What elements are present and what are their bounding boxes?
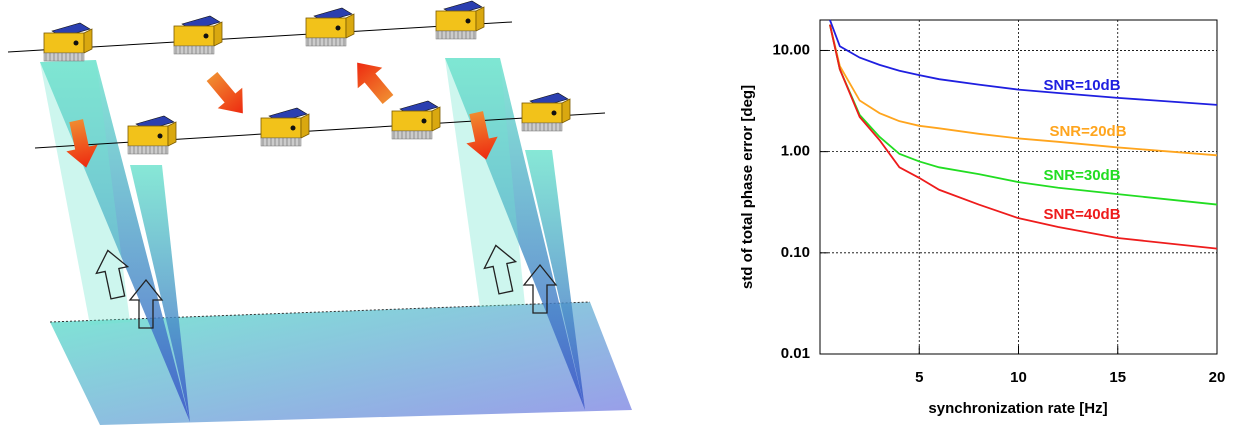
data-line: [830, 20, 1217, 105]
satellite: [392, 101, 440, 139]
x-tick-label: 10: [1010, 369, 1027, 386]
motion-arrow: [345, 52, 400, 109]
y-tick-label: 0.10: [781, 244, 810, 261]
x-tick-label: 5: [915, 369, 923, 386]
satellite: [261, 108, 309, 146]
series-label: SNR=10dB: [1043, 77, 1120, 94]
data-line: [830, 25, 1217, 205]
figure: synchronization rate [Hz] std of total p…: [0, 0, 1236, 427]
x-tick-label: 20: [1209, 369, 1226, 386]
satellite: [44, 23, 92, 61]
y-tick-label: 1.00: [781, 143, 810, 160]
satellite: [522, 93, 570, 131]
x-axis-label: synchronization rate [Hz]: [928, 400, 1107, 417]
motion-arrow: [200, 66, 255, 123]
y-tick-label: 10.00: [772, 41, 810, 58]
illustration: [8, 1, 632, 425]
ground-plane: [50, 302, 632, 425]
y-axis-label: std of total phase error [deg]: [739, 85, 756, 289]
plot-frame: [820, 20, 1217, 354]
data-line: [830, 25, 1217, 249]
series-label: SNR=20dB: [1049, 123, 1126, 140]
series-label: SNR=40dB: [1043, 206, 1120, 223]
satellite: [436, 1, 484, 39]
y-tick-label: 0.01: [781, 345, 810, 362]
page: {"chart_data": {"type": "line", "x_label…: [0, 0, 1236, 427]
x-tick-label: 15: [1109, 369, 1126, 386]
satellite: [306, 8, 354, 46]
satellite: [174, 16, 222, 54]
satellite: [128, 116, 176, 154]
series-label: SNR=30dB: [1043, 167, 1120, 184]
chart: synchronization rate [Hz] std of total p…: [739, 20, 1225, 417]
